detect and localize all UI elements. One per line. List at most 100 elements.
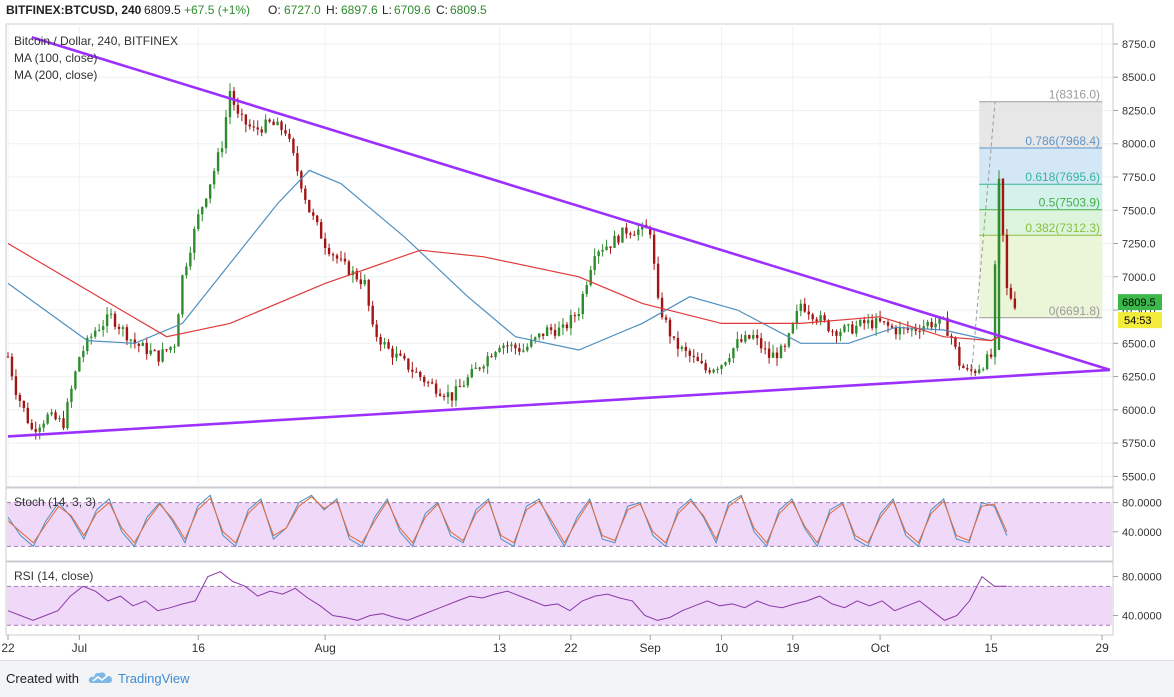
candle-body	[46, 414, 49, 424]
candle-body	[974, 370, 977, 374]
candle-body	[133, 339, 137, 344]
candle-body	[878, 318, 882, 322]
osc-band	[7, 586, 1112, 626]
price-tick-label: 8750.0	[1122, 39, 1156, 51]
candle-body	[189, 252, 192, 267]
candle-body	[807, 311, 810, 315]
tradingview-cloud-icon[interactable]	[88, 670, 114, 686]
candle-body	[252, 126, 255, 128]
candle-body	[14, 376, 18, 395]
fib-level-label: 1(8316.0)	[1049, 88, 1100, 102]
candle-body	[688, 350, 692, 356]
price-tick-label: 7500.0	[1122, 205, 1156, 217]
candle-body	[169, 346, 172, 351]
candle-body	[212, 171, 216, 185]
candle-body	[260, 129, 263, 133]
candle-body	[530, 339, 533, 347]
candle-body	[97, 329, 101, 331]
candle-body	[109, 313, 113, 315]
candle-body	[117, 326, 121, 329]
price-pane-frame	[5, 23, 1114, 488]
candle-body	[506, 345, 509, 347]
candle-body	[173, 346, 176, 348]
candle-body	[308, 199, 311, 213]
footer-brand-link[interactable]: TradingView	[118, 671, 190, 686]
candle-body	[799, 303, 803, 311]
trendline-support	[7, 368, 1111, 438]
candle-body	[839, 331, 842, 336]
price-axis: 8750.0 8500.0 8250.0 8000.0 7750.0 7500.0 7250…	[1113, 39, 1162, 483]
candle-body	[518, 348, 521, 352]
candle-body	[712, 369, 715, 373]
header-bar: BITFINEX:BTCUSD, 240 6809.5 +67.5 (+1%) …	[6, 3, 487, 17]
candle-body	[276, 121, 279, 126]
candle-body	[831, 331, 834, 333]
candle-body	[835, 331, 838, 336]
candle-body	[490, 356, 493, 358]
candle-body	[494, 352, 497, 358]
osc-series-%K	[7, 494, 1008, 548]
candle-body	[859, 319, 862, 326]
candle-body	[363, 279, 366, 285]
candle-body	[593, 256, 596, 271]
legend: Bitcoin / Dollar, 240, BITFINEX MA (100,…	[14, 34, 178, 82]
candle-body	[874, 318, 878, 329]
candle-body	[371, 305, 374, 325]
candle-body	[426, 382, 430, 384]
legend-title: Bitcoin / Dollar, 240, BITFINEX	[14, 34, 178, 48]
candle-body	[993, 264, 997, 357]
candle-body	[886, 321, 890, 326]
candle-body	[637, 229, 640, 236]
time-tick-label: Jul	[72, 641, 87, 655]
fib-zone	[979, 101, 1103, 148]
candle-body	[129, 339, 133, 341]
candle-body	[232, 91, 236, 105]
candle-body	[141, 343, 144, 346]
candle-body	[113, 313, 117, 327]
candle-body	[970, 369, 973, 371]
fib-zone	[979, 147, 1103, 185]
candle-body	[811, 314, 814, 320]
candle-body	[355, 270, 359, 280]
candle-body	[280, 121, 283, 131]
price-tick-label: 5500.0	[1122, 471, 1156, 483]
candle-body	[684, 346, 688, 351]
candle-body	[335, 255, 339, 259]
candle-body	[62, 418, 65, 429]
candle-body	[565, 324, 569, 329]
candle-body	[522, 350, 525, 352]
candle-body	[101, 326, 105, 330]
candle-body	[125, 327, 129, 341]
candle-body	[605, 246, 608, 250]
time-tick-label: 16	[192, 641, 206, 655]
candle-body	[379, 336, 382, 345]
open-value: 6727.0	[284, 3, 321, 17]
candle-body	[708, 370, 711, 373]
time-tick-label: Aug	[314, 641, 335, 655]
candle-body	[319, 222, 323, 239]
chart-svg: BITFINEX:BTCUSD, 240 6809.5 +67.5 (+1%) …	[1, 3, 1162, 655]
candle-body	[446, 392, 450, 398]
candle-body	[910, 329, 913, 331]
open-label: O:	[268, 3, 281, 17]
candle-body	[692, 355, 695, 357]
candle-body	[989, 354, 993, 357]
price-change: +67.5 (+1%)	[184, 3, 250, 17]
candle-body	[6, 356, 10, 358]
candle-body	[736, 339, 739, 349]
fib-level-label: 0(6691.8)	[1049, 304, 1100, 318]
candle-body	[359, 279, 362, 285]
candle-body	[331, 254, 335, 256]
candle-body	[581, 294, 584, 314]
candle-body	[272, 121, 275, 126]
candle-body	[1013, 298, 1017, 309]
price-tick-label: 7750.0	[1122, 172, 1156, 184]
candle-body	[569, 315, 573, 329]
high-label: H:	[326, 3, 338, 17]
candle-body	[474, 367, 477, 369]
candle-body	[609, 246, 612, 248]
stochastic-pane: 80.0000 40.0000 Stoch (14, 3, 3)	[7, 494, 1162, 548]
candle-body	[716, 368, 719, 370]
candle-body	[866, 320, 870, 324]
last-price-badge	[1118, 294, 1162, 311]
